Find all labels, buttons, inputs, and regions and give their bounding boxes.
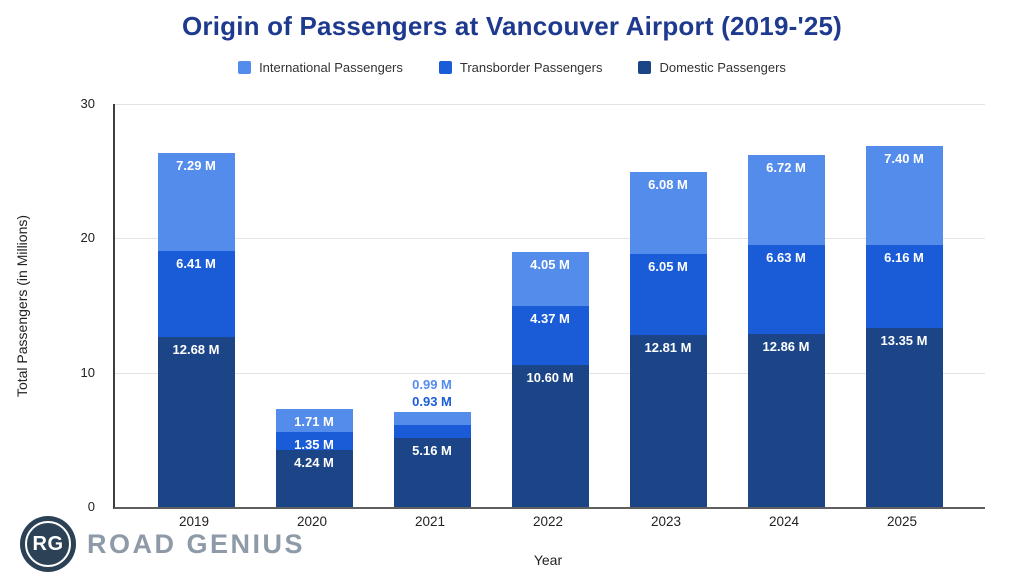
legend-item-domestic: Domestic Passengers <box>638 60 786 75</box>
bar-value-label: 12.68 M <box>172 341 220 357</box>
bar-value-label: 1.71 M <box>294 413 334 429</box>
bar-value-label-outside: 0.99 M <box>412 376 452 392</box>
bar-slot: 7.29 M 6.41 M 12.68 M <box>137 104 255 507</box>
bar-segment: 7.29 M <box>157 152 235 251</box>
x-tick-label: 2019 <box>178 514 210 529</box>
bar-2024: 6.72 M 6.63 M 12.86 M <box>747 154 825 507</box>
bar-value-label: 7.40 M <box>884 150 924 166</box>
bar-segment: 13.35 M <box>865 327 943 507</box>
plot-area: 7.29 M 6.41 M 12.68 M 1.71 M 1.35 M 4.24 M 5.1… <box>113 104 985 509</box>
x-tick-label: 2022 <box>532 514 564 529</box>
x-tick-label: 2024 <box>768 514 800 529</box>
bar-segment: 6.41 M <box>157 250 235 337</box>
gridline <box>115 238 985 240</box>
bar-segment: 1.35 M <box>275 431 353 452</box>
bar-segment: 1.71 M <box>275 408 353 432</box>
bar-segment: 6.08 M <box>629 171 707 254</box>
bar-value-label: 6.72 M <box>766 159 806 175</box>
legend: International Passengers Transborder Pas… <box>0 60 1024 75</box>
bar-segment: 4.05 M <box>511 251 589 306</box>
legend-label-transborder: Transborder Passengers <box>459 60 603 75</box>
bar-value-label: 12.81 M <box>644 339 692 355</box>
x-tick-label: 2021 <box>414 514 446 529</box>
bar-value-label: 12.86 M <box>762 339 810 355</box>
x-axis-title: Year <box>533 552 563 568</box>
bar-value-label-outside: 0.93 M <box>412 393 452 409</box>
bar-value-label: 10.60 M <box>526 369 574 385</box>
y-axis-ticks: 0 10 20 30 <box>55 96 103 514</box>
bars-row: 7.29 M 6.41 M 12.68 M 1.71 M 1.35 M 4.24 M 5.1… <box>115 104 985 507</box>
bar-slot: 6.72 M 6.63 M 12.86 M <box>727 104 845 507</box>
bar-segment: 4.24 M <box>275 450 353 507</box>
y-axis-title: Total Passengers (in Millions) <box>14 214 31 397</box>
legend-label-domestic: Domestic Passengers <box>659 60 786 75</box>
bar-slot: 1.71 M 1.35 M 4.24 M <box>255 104 373 507</box>
bar-value-label: 13.35 M <box>880 332 928 348</box>
legend-swatch-international-icon <box>238 61 252 74</box>
bar-2025: 7.40 M 6.16 M 13.35 M <box>865 145 943 507</box>
bar-value-label: 6.16 M <box>884 249 924 265</box>
bar-segment: 6.05 M <box>629 253 707 335</box>
bar-value-label: 4.37 M <box>530 310 570 326</box>
bar-value-label: 4.05 M <box>530 256 570 272</box>
rg-logo-ring: RG <box>25 521 71 567</box>
y-tick-label: 30 <box>80 96 95 111</box>
rg-monogram: RG <box>32 532 64 555</box>
bar-value-label: 4.24 M <box>294 455 334 471</box>
chart-title: Origin of Passengers at Vancouver Airpor… <box>181 11 843 41</box>
bar-value-label: 7.29 M <box>176 157 216 173</box>
bar-value-label: 6.63 M <box>766 250 806 266</box>
legend-swatch-transborder-icon <box>438 61 452 74</box>
bar-slot: 7.40 M 6.16 M 13.35 M <box>845 104 963 507</box>
bar-2019: 7.29 M 6.41 M 12.68 M <box>157 152 235 507</box>
logo-text: ROAD GENIUS <box>87 528 306 559</box>
bar-segment: 7.40 M <box>865 145 943 245</box>
legend-item-international: International Passengers <box>238 60 403 75</box>
bar-value-label: 6.05 M <box>648 258 688 274</box>
y-tick-label: 0 <box>87 499 95 514</box>
bar-segment <box>393 411 471 426</box>
bar-slot: 5.16 M 0.99 M 0.93 M <box>373 104 491 507</box>
rg-logo-icon: RG <box>20 516 76 572</box>
road-genius-logo: RG ROAD GENIUS <box>20 516 305 572</box>
legend-label-international: International Passengers <box>259 60 403 75</box>
bar-2023: 6.08 M 6.05 M 12.81 M <box>629 171 707 507</box>
x-tick-label: 2025 <box>886 514 918 529</box>
x-axis-ticks: 2019 2020 2021 2022 2023 2024 2025 <box>113 514 983 529</box>
bar-segment: 6.63 M <box>747 245 825 335</box>
gridline <box>115 104 985 105</box>
bar-2020: 1.71 M 1.35 M 4.24 M <box>275 408 353 507</box>
bar-segment: 12.81 M <box>629 334 707 507</box>
bar-value-label: 6.41 M <box>176 255 216 271</box>
legend-item-transborder: Transborder Passengers <box>438 60 603 75</box>
x-tick-label: 2020 <box>296 514 328 529</box>
bar-segment: 10.60 M <box>511 364 589 507</box>
bar-segment: 6.72 M <box>747 154 825 246</box>
bar-value-label: 5.16 M <box>412 442 452 458</box>
y-tick-label: 20 <box>80 230 95 246</box>
bar-slot: 6.08 M 6.05 M 12.81 M <box>609 104 727 507</box>
bar-segment: 6.16 M <box>865 244 943 328</box>
bar-2022: 4.05 M 4.37 M 10.60 M <box>511 251 589 508</box>
bar-2021: 5.16 M 0.99 M 0.93 M <box>393 378 471 507</box>
bar-value-label: 1.35 M <box>294 436 334 452</box>
legend-swatch-domestic-icon <box>638 61 652 74</box>
x-tick-label: 2023 <box>650 514 682 529</box>
bar-segment: 12.68 M <box>157 336 235 507</box>
y-tick-label: 10 <box>80 364 95 380</box>
bar-segment <box>393 425 471 438</box>
bar-value-label: 6.08 M <box>648 176 688 192</box>
bar-segment: 5.16 M <box>393 437 471 507</box>
bar-slot: 4.05 M 4.37 M 10.60 M <box>491 104 609 507</box>
bar-segment: 4.37 M <box>511 305 589 365</box>
outside-bar-labels: 0.99 M 0.93 M <box>412 378 452 408</box>
bar-segment: 12.86 M <box>747 334 825 507</box>
